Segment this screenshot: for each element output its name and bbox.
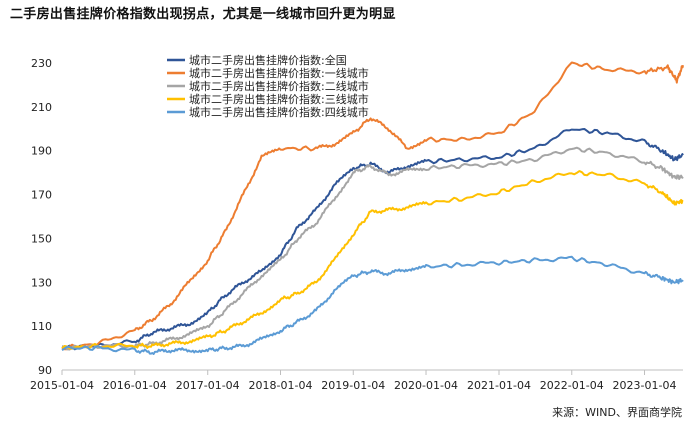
legend-label: 城市二手房出售挂牌价指数:四线城市 [189, 105, 369, 119]
chart-title: 二手房出售挂牌价格指数出现拐点，尤其是一线城市回升更为明显 [10, 7, 396, 22]
legend-label: 城市二手房出售挂牌价指数:三线城市 [189, 92, 369, 106]
legend-label: 城市二手房出售挂牌价指数:二线城市 [189, 79, 369, 93]
x-tick-label: 2018-01-04 [249, 379, 313, 392]
x-tick-label: 2020-01-04 [394, 379, 458, 392]
series-line-1 [61, 61, 684, 351]
legend-label: 城市二手房出售挂牌价指数:全国 [189, 53, 347, 67]
y-tick-label: 170 [31, 189, 52, 202]
x-tick-label: 2021-01-04 [467, 379, 531, 392]
y-tick-label: 110 [31, 320, 52, 333]
series-line-4 [61, 255, 684, 355]
x-tick-label: 2022-01-04 [540, 379, 604, 392]
series-line-0 [61, 128, 684, 351]
series-line-3 [61, 170, 684, 350]
source-note: 来源：WIND、界面商学院 [552, 406, 682, 419]
series-lines [61, 61, 684, 355]
y-tick-label: 210 [31, 101, 52, 114]
x-tick-label: 2016-01-04 [103, 379, 167, 392]
y-tick-label: 90 [38, 364, 52, 377]
x-tick-label: 2017-01-04 [176, 379, 240, 392]
legend-label: 城市二手房出售挂牌价指数:一线城市 [189, 66, 369, 80]
y-tick-label: 190 [31, 145, 52, 158]
axes: 90 110 130 150 170 190 210 230 2015-01-04 2016-01… [30, 57, 683, 392]
x-tick-label: 2019-01-04 [321, 379, 385, 392]
series-line-2 [61, 146, 684, 351]
x-tick-label: 2015-01-04 [30, 379, 94, 392]
y-tick-label: 130 [31, 276, 52, 289]
x-tick-label: 2023-01-04 [613, 379, 677, 392]
y-tick-label: 150 [31, 232, 52, 245]
y-tick-label: 230 [31, 57, 52, 70]
legend: 城市二手房出售挂牌价指数:全国城市二手房出售挂牌价指数:一线城市城市二手房出售挂… [167, 53, 369, 119]
